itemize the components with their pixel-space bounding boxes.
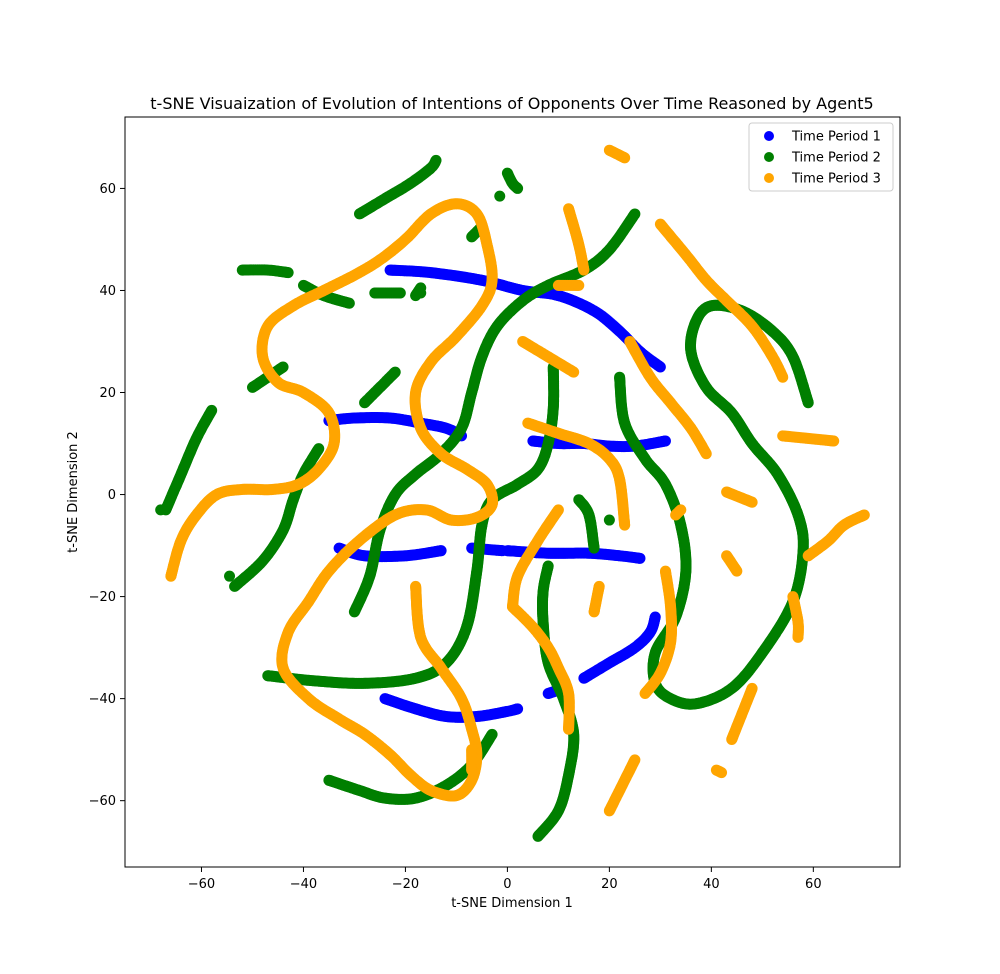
data-point bbox=[716, 767, 728, 779]
y-tick-label: 0 bbox=[108, 488, 116, 503]
y-tick-label: 20 bbox=[99, 386, 116, 401]
legend-box bbox=[748, 122, 894, 192]
data-point bbox=[542, 560, 554, 572]
data-point bbox=[578, 264, 590, 276]
x-tick-label: 40 bbox=[703, 877, 720, 892]
data-point bbox=[313, 443, 325, 455]
data-point bbox=[415, 287, 427, 299]
data-point bbox=[654, 361, 666, 373]
data-point bbox=[634, 552, 646, 564]
data-point bbox=[206, 404, 218, 416]
plot-area bbox=[155, 144, 870, 842]
data-point bbox=[603, 514, 615, 526]
data-point bbox=[777, 371, 789, 383]
data-point bbox=[394, 287, 406, 299]
data-point bbox=[746, 496, 758, 508]
x-tick-label: 0 bbox=[503, 877, 511, 892]
legend-label: Time Period 2 bbox=[791, 151, 881, 166]
data-point bbox=[507, 601, 518, 613]
data-point bbox=[629, 208, 641, 220]
legend-label: Time Period 3 bbox=[791, 172, 881, 187]
data-point bbox=[435, 545, 447, 557]
y-tick-label: −20 bbox=[89, 590, 116, 605]
data-point bbox=[486, 728, 498, 740]
series-3-points bbox=[165, 144, 870, 817]
data-point bbox=[700, 448, 712, 460]
data-point bbox=[568, 366, 580, 378]
y-axis-label: t-SNE Dimension 2 bbox=[66, 431, 81, 553]
data-point bbox=[343, 297, 355, 309]
x-tick-label: 60 bbox=[805, 877, 822, 892]
data-point bbox=[155, 504, 167, 516]
x-tick-label: −40 bbox=[290, 877, 317, 892]
x-tick-label: −20 bbox=[392, 877, 419, 892]
y-tick-label: 60 bbox=[99, 182, 116, 197]
legend-marker bbox=[764, 131, 774, 141]
data-point bbox=[726, 733, 738, 745]
data-point bbox=[466, 744, 478, 756]
data-point bbox=[588, 542, 600, 554]
axes-frame bbox=[124, 116, 901, 868]
y-tick-label: −40 bbox=[89, 692, 116, 707]
data-point bbox=[670, 509, 682, 521]
data-point bbox=[731, 565, 743, 577]
data-point bbox=[224, 570, 236, 582]
y-tick-label: −60 bbox=[89, 794, 116, 809]
x-tick-label: 20 bbox=[601, 877, 618, 892]
legend: Time Period 1 Time Period 2 Time Period 3 bbox=[748, 122, 894, 192]
data-point bbox=[573, 279, 585, 291]
data-point bbox=[563, 723, 575, 735]
data-point bbox=[588, 606, 600, 618]
legend-marker bbox=[764, 173, 774, 183]
data-point bbox=[619, 519, 631, 531]
data-point bbox=[494, 190, 506, 202]
data-point bbox=[277, 361, 289, 373]
data-point bbox=[389, 366, 401, 378]
data-point bbox=[792, 631, 804, 643]
series-2-points bbox=[155, 154, 814, 842]
y-axis: −60 −40 −20 0 20 40 60 bbox=[89, 182, 125, 809]
data-point bbox=[410, 580, 422, 592]
data-point bbox=[282, 267, 294, 279]
x-tick-label: −60 bbox=[188, 877, 215, 892]
chart-title: t-SNE Visuaization of Evolution of Inten… bbox=[150, 94, 873, 113]
data-point bbox=[858, 509, 870, 521]
data-point bbox=[649, 611, 661, 623]
data-point bbox=[603, 805, 615, 817]
data-point bbox=[802, 397, 814, 409]
data-point bbox=[430, 154, 442, 166]
data-point bbox=[619, 152, 631, 164]
data-point bbox=[828, 435, 840, 447]
y-tick-label: 40 bbox=[99, 284, 116, 299]
data-point bbox=[659, 435, 671, 447]
data-point bbox=[639, 688, 651, 700]
x-axis: −60 −40 −20 0 20 40 60 bbox=[188, 867, 822, 892]
legend-marker bbox=[764, 152, 774, 162]
data-point bbox=[512, 182, 524, 194]
x-axis-label: t-SNE Dimension 1 bbox=[451, 896, 573, 911]
data-point bbox=[512, 703, 524, 715]
legend-label: Time Period 1 bbox=[791, 130, 881, 145]
